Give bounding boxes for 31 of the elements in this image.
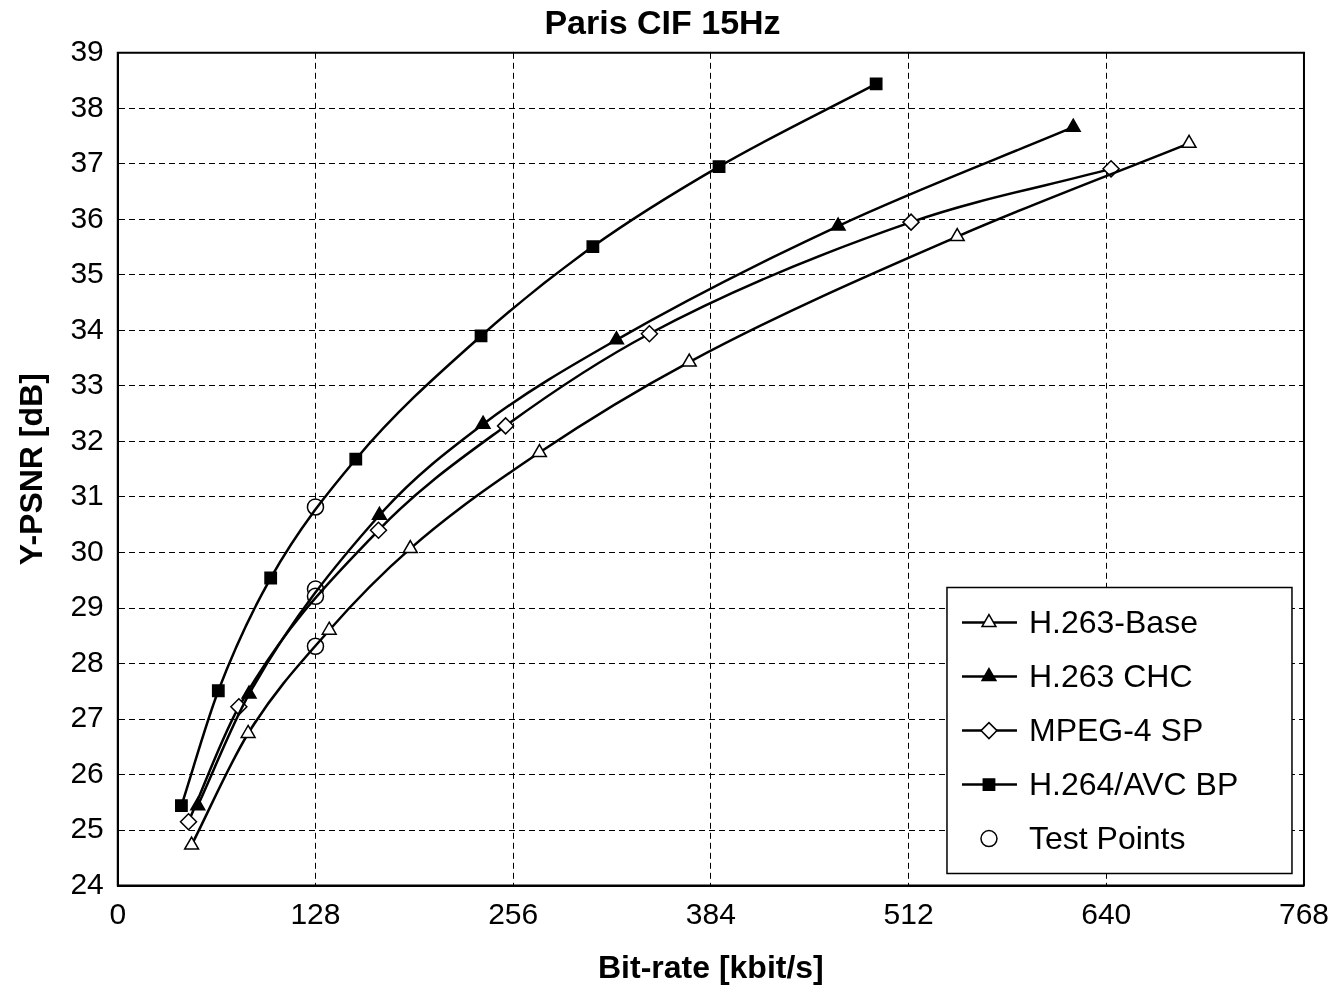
legend-label: Test Points — [1028, 820, 1186, 857]
x-tick-label: 384 — [685, 896, 736, 930]
x-tick-label: 640 — [1081, 896, 1132, 930]
y-tick-label: 38 — [70, 89, 104, 123]
y-tick-label: 25 — [70, 811, 104, 845]
x-tick-label: 768 — [1278, 896, 1329, 930]
y-tick-label: 36 — [70, 200, 104, 234]
chart-title: Paris CIF 15Hz — [544, 2, 781, 41]
x-tick-label: 256 — [488, 896, 539, 930]
x-tick-label: 512 — [883, 896, 934, 930]
y-tick-label: 29 — [70, 589, 104, 623]
y-tick-label: 31 — [70, 478, 104, 512]
y-tick-label: 32 — [70, 422, 104, 456]
y-tick-label: 34 — [70, 311, 104, 345]
x-axis-title: Bit-rate [kbit/s] — [597, 948, 824, 985]
y-tick-label: 33 — [70, 367, 104, 401]
y-tick-label: 30 — [70, 533, 104, 567]
legend-label: H.263-Base — [1028, 604, 1198, 641]
x-tick-label: 128 — [290, 896, 341, 930]
y-tick-label: 24 — [70, 866, 104, 900]
legend-label: MPEG-4 SP — [1028, 712, 1204, 749]
legend-label: H.264/AVC BP — [1028, 766, 1239, 803]
y-tick-label: 39 — [70, 34, 104, 68]
legend-label: H.263 CHC — [1028, 658, 1193, 695]
y-tick-label: 35 — [70, 256, 104, 290]
x-tick-label: 0 — [109, 896, 127, 930]
y-axis-title: Y-PSNR [dB] — [13, 373, 50, 566]
y-tick-label: 28 — [70, 644, 104, 678]
y-tick-label: 37 — [70, 145, 104, 179]
y-tick-label: 27 — [70, 700, 104, 734]
y-tick-label: 26 — [70, 755, 104, 789]
